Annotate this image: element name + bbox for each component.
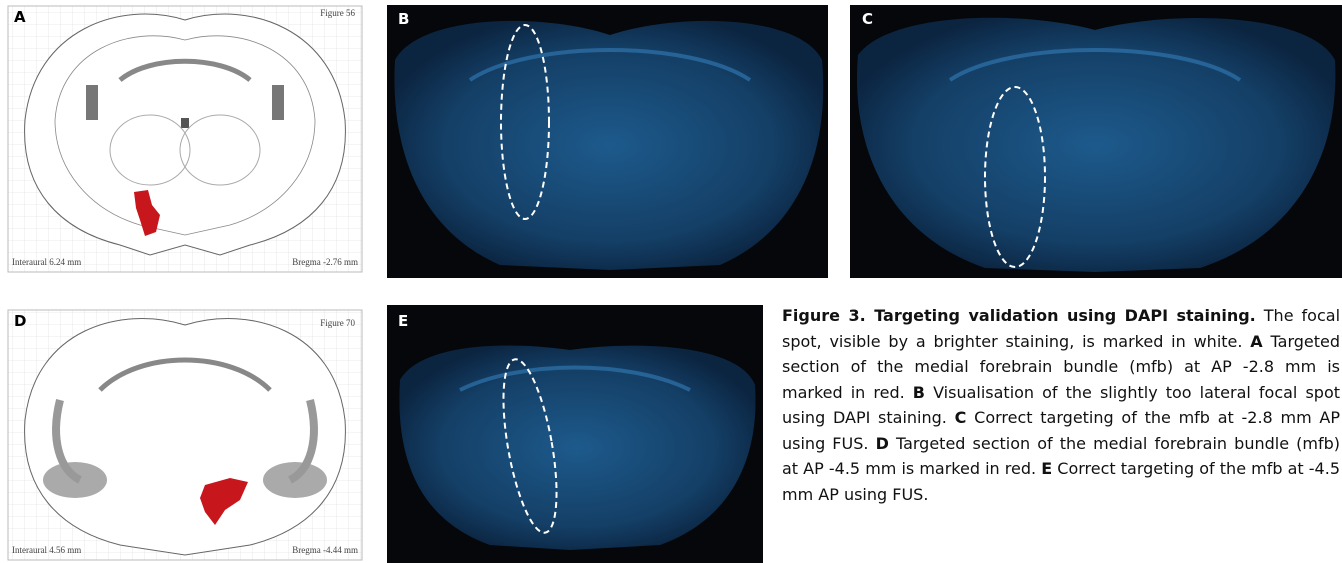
- brain-outline: [25, 14, 346, 255]
- ventricle: [181, 118, 189, 128]
- page: A Figure 56 Interaural 6.24 mm Bregma -2…: [0, 0, 1342, 563]
- panel-label: B: [398, 10, 409, 28]
- panel-label: E: [398, 312, 408, 330]
- panel-c: C: [850, 5, 1342, 278]
- interaural: Interaural 4.56 mm: [12, 545, 81, 555]
- interaural: Interaural 6.24 mm: [12, 257, 81, 267]
- bregma: Bregma -4.44 mm: [292, 545, 358, 555]
- panel-d: D Figure 70 Interaural 4.56 mm Bregma -4…: [0, 305, 370, 563]
- caption-item-label: B: [913, 383, 925, 402]
- caption-item-label: E: [1041, 459, 1052, 478]
- caption-item-label: C: [955, 408, 967, 427]
- brain-section: [857, 18, 1335, 272]
- panel-label: C: [862, 10, 873, 28]
- panel-a: A Figure 56 Interaural 6.24 mm Bregma -2…: [0, 0, 370, 278]
- atlas-figure: Figure 70: [320, 318, 355, 328]
- panel-e: E: [387, 305, 763, 563]
- caption-item-label: D: [876, 434, 889, 453]
- atlas-figure: Figure 56: [320, 8, 355, 18]
- panel-b: B: [387, 5, 828, 278]
- ventricle: [272, 85, 284, 120]
- caption-title: Figure 3. Targeting validation using DAP…: [782, 306, 1256, 325]
- brain-section: [394, 21, 823, 270]
- bregma: Bregma -2.76 mm: [292, 257, 358, 267]
- caption-item-label: A: [1250, 332, 1262, 351]
- panel-label: A: [14, 8, 26, 26]
- brain-section: [399, 345, 755, 550]
- ventricle: [86, 85, 98, 120]
- panel-label: D: [14, 312, 26, 330]
- brain-outline: [25, 319, 346, 555]
- caption: Figure 3. Targeting validation using DAP…: [782, 303, 1340, 507]
